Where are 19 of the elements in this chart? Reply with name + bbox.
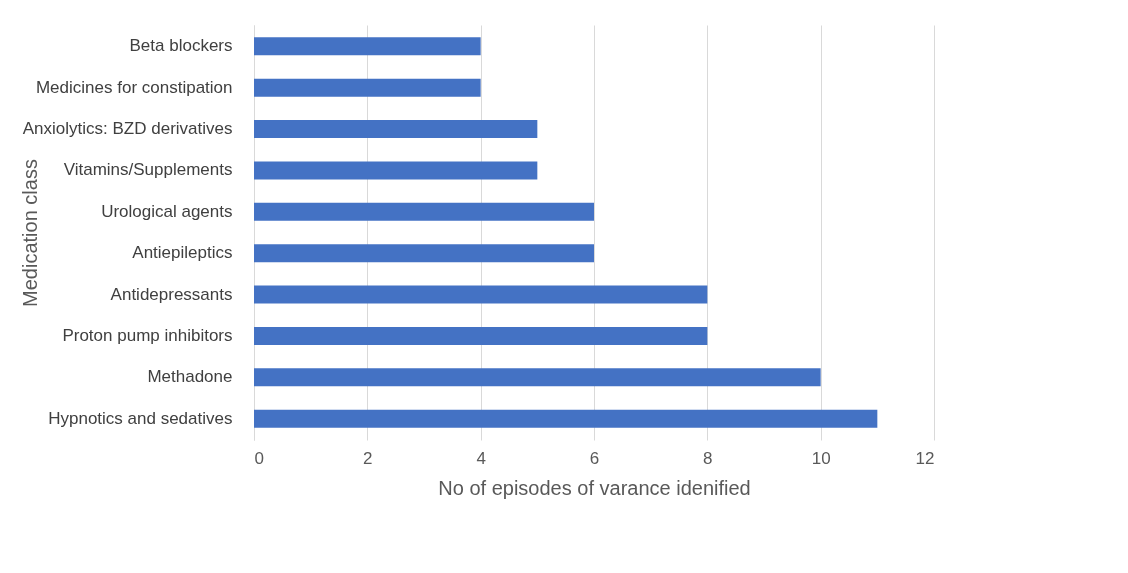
y-tick-label: Medicines for constipation	[35, 77, 233, 97]
x-tick-label: 2	[363, 448, 373, 468]
x-tick-label: 0	[254, 448, 264, 468]
x-tick-label: 4	[476, 448, 486, 468]
y-tick-label: Vitamins/Supplements	[63, 160, 233, 180]
y-tick-label: Beta blockers	[129, 36, 233, 56]
x-tick-label: 8	[703, 448, 713, 468]
y-tick-label: Urological agents	[101, 201, 233, 221]
x-tick-label: 10	[811, 448, 831, 468]
y-tick-label: Proton pump inhibitors	[62, 325, 233, 345]
x-axis-title: No of episodes of varance idenified	[438, 476, 751, 499]
y-tick-label: Anxiolytics: BZD derivatives	[22, 119, 233, 139]
y-axis-title: Medication class	[18, 159, 41, 307]
y-tick-label: Methadone	[147, 367, 233, 387]
x-tick-label: 6	[589, 448, 600, 468]
y-tick-label: Antiepileptics	[132, 243, 233, 263]
y-tick-label: Hypnotics and sedatives	[48, 408, 233, 428]
y-tick-label: Antidepressants	[110, 284, 233, 304]
x-tick-label: 12	[915, 448, 935, 468]
